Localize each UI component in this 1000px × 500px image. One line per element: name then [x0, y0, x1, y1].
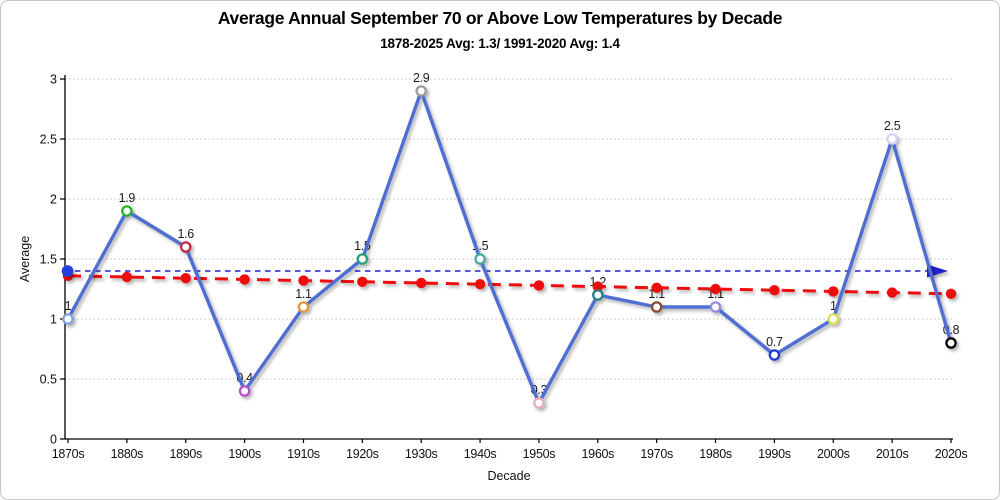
- x-tick-label: 2010s: [876, 447, 909, 461]
- trend-point: [710, 283, 721, 295]
- data-point-marker: [415, 85, 427, 97]
- x-tick-label: 2020s: [935, 447, 968, 461]
- main-series: [62, 85, 957, 409]
- x-tick-label: 1940s: [464, 447, 497, 461]
- trend-point: [533, 280, 545, 291]
- y-tick-label: 0.5: [40, 373, 57, 387]
- x-tick-label: 1900s: [228, 447, 261, 461]
- trend-point: [886, 287, 898, 298]
- x-tick-label: 1990s: [758, 447, 791, 461]
- trend-point: [651, 282, 662, 293]
- data-label: 1: [65, 299, 72, 313]
- data-label: 1.1: [295, 287, 312, 301]
- data-point-marker: [886, 133, 898, 145]
- x-tick-label: 1870s: [52, 447, 85, 461]
- x-tick-label: 1960s: [582, 447, 615, 461]
- series-line: [66, 89, 953, 405]
- data-point-marker: [768, 349, 781, 361]
- x-tick-label: 1920s: [346, 447, 379, 461]
- y-tick-label: 2.5: [40, 133, 57, 147]
- x-tick-label: 1970s: [640, 447, 673, 461]
- x-tick-label: 2000s: [817, 447, 850, 461]
- trend-point: [298, 275, 309, 286]
- trend-point: [945, 288, 957, 299]
- y-tick-label: 0: [50, 433, 57, 447]
- y-tick-label: 3: [50, 73, 57, 87]
- trend-point: [828, 286, 839, 297]
- data-label: 1.9: [119, 191, 136, 205]
- data-point-marker: [356, 253, 369, 265]
- data-point-marker: [121, 205, 133, 217]
- data-label: 1.6: [177, 227, 194, 241]
- data-point-marker: [709, 301, 722, 313]
- data-point-marker: [297, 301, 310, 313]
- trend-point: [357, 276, 368, 287]
- x-tick-label: 1880s: [111, 447, 144, 461]
- trend-point: [121, 271, 133, 283]
- trend-point: [416, 277, 427, 289]
- trend-point: [769, 285, 780, 296]
- data-point-marker: [827, 313, 840, 325]
- x-tick-label: 1930s: [405, 447, 438, 461]
- x-tick-label: 1890s: [169, 447, 202, 461]
- data-point-marker: [474, 253, 486, 265]
- trend-line: [67, 274, 952, 296]
- trend-series: [62, 270, 957, 299]
- data-label: 2.9: [413, 71, 430, 85]
- data-point-marker: [62, 313, 74, 325]
- reference-start-dot: [61, 265, 74, 277]
- data-point-marker: [945, 337, 957, 349]
- chart-title: Average Annual September 70 or Above Low…: [217, 8, 783, 28]
- data-point-marker: [179, 241, 192, 253]
- data-label: 0.7: [766, 335, 783, 349]
- data-label: 1: [830, 299, 837, 313]
- x-tick-label: 1980s: [699, 447, 732, 461]
- y-tick-label: 1: [50, 313, 57, 327]
- trend-point: [239, 274, 250, 285]
- x-tick-label: 1950s: [523, 447, 556, 461]
- x-axis-title: Decade: [487, 469, 530, 483]
- trend-point: [592, 281, 603, 292]
- data-label: 2.5: [884, 119, 901, 133]
- data-point-marker: [238, 385, 251, 397]
- data-point-marker: [650, 301, 663, 313]
- y-axis-title: Average: [18, 236, 32, 282]
- y-tick-label: 1.5: [40, 253, 57, 267]
- x-tick-label: 1910s: [287, 447, 320, 461]
- data-point-marker: [533, 397, 545, 409]
- data-point-marker: [592, 289, 604, 301]
- trend-point: [474, 279, 486, 290]
- trend-point: [180, 273, 191, 284]
- chart-subtitle: 1878-2025 Avg: 1.3/ 1991-2020 Avg: 1.4: [380, 36, 620, 51]
- y-tick-label: 2: [50, 193, 57, 207]
